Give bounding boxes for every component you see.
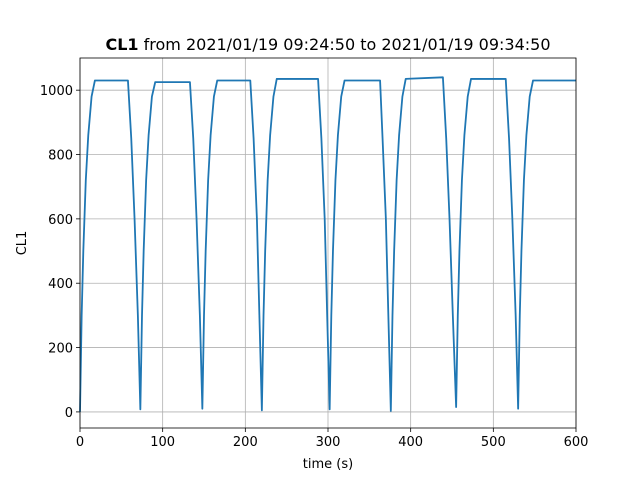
data-line [79,76,576,412]
x-tick-label: 400 [398,435,423,450]
x-tick-label: 200 [233,435,258,450]
y-tick-label: 0 [65,406,73,421]
y-tick-label: 800 [48,149,73,164]
plot-frame [79,57,577,429]
y-axis-label: CL1 [15,231,30,256]
x-tick-label: 600 [564,435,589,450]
y-tick-label: 200 [48,342,73,357]
y-tick-label: 1000 [40,84,73,99]
y-tick-label: 600 [48,213,73,228]
x-axis-label: time (s) [303,457,353,472]
chart-title: CL1 from 2021/01/19 09:24:50 to 2021/01/… [105,35,550,54]
x-tick-label: 300 [316,435,341,450]
x-tick-label: 100 [150,435,175,450]
x-tick-label: 0 [76,435,84,450]
x-tick-label: 500 [481,435,506,450]
title-bold: CL1 [105,35,138,54]
title-text: from 2021/01/19 09:24:50 to 2021/01/19 0… [144,35,551,54]
y-tick-label: 400 [48,277,73,292]
